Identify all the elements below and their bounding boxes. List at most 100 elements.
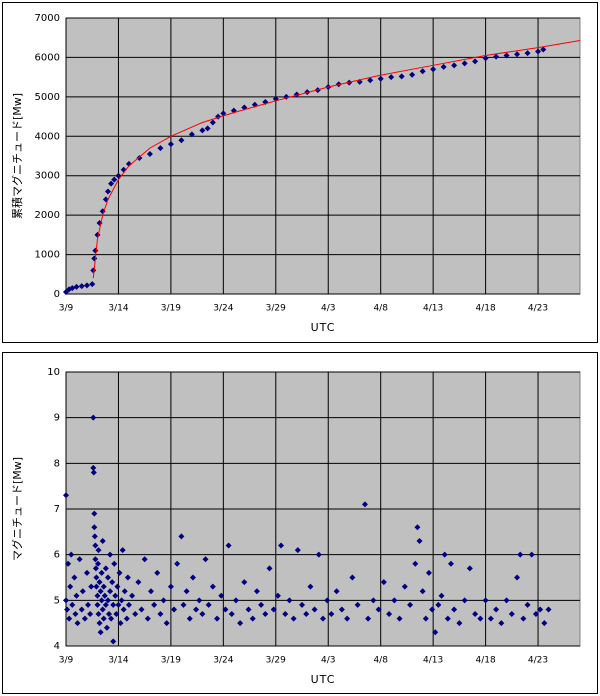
x-tick-label: 3/19 [161, 656, 181, 666]
data-point [338, 606, 345, 613]
data-point [290, 615, 297, 622]
data-point [67, 583, 74, 590]
data-point [103, 624, 110, 631]
data-point [209, 119, 216, 126]
data-point [286, 597, 293, 604]
data-point [493, 53, 500, 60]
data-point [429, 606, 436, 613]
data-point [101, 592, 108, 599]
data-point [315, 551, 322, 558]
data-point [391, 597, 398, 604]
data-point [365, 615, 372, 622]
x-tick-label: 3/29 [266, 656, 286, 666]
data-point [178, 137, 185, 144]
data-point [83, 569, 90, 576]
data-point [107, 588, 114, 595]
data-point [129, 592, 136, 599]
data-point [186, 615, 193, 622]
data-point [85, 601, 92, 608]
data-point [66, 615, 73, 622]
y-tick-label: 8 [54, 458, 60, 469]
data-point [461, 597, 468, 604]
data-point [528, 551, 535, 558]
data-point [112, 592, 119, 599]
data-point [95, 547, 102, 554]
data-point [441, 551, 448, 558]
data-point [83, 282, 90, 289]
data-point [503, 597, 510, 604]
data-point [64, 606, 71, 613]
data-point [76, 556, 83, 563]
data-point [222, 606, 229, 613]
data-point [73, 283, 80, 290]
data-point [535, 48, 542, 55]
data-point [545, 606, 552, 613]
data-point [278, 542, 285, 549]
data-point [503, 52, 510, 59]
y-tick-label: 7 [54, 504, 60, 515]
data-point [120, 606, 127, 613]
data-point [90, 469, 97, 476]
data-point [123, 615, 130, 622]
data-point [96, 620, 103, 627]
data-point [241, 579, 248, 586]
data-point [97, 629, 104, 636]
data-point [81, 615, 88, 622]
x-tick-label: 3/9 [59, 656, 74, 666]
data-point [262, 611, 269, 618]
x-tick-label: 4/18 [475, 656, 495, 666]
data-point [78, 283, 85, 290]
data-point [432, 629, 439, 636]
x-tick-label: 4/8 [373, 656, 388, 666]
data-point [196, 597, 203, 604]
data-point [91, 533, 98, 540]
data-point [171, 606, 178, 613]
data-point [425, 569, 432, 576]
data-point [125, 160, 132, 167]
data-point [110, 638, 117, 645]
data-point [537, 606, 544, 613]
data-point [274, 592, 281, 599]
data-point [482, 597, 489, 604]
y-tick-label: 10 [47, 367, 60, 378]
data-point [324, 597, 331, 604]
data-point [154, 569, 161, 576]
x-tick-label: 3/14 [108, 656, 128, 666]
data-point [138, 606, 145, 613]
y-tick-label: 4 [54, 641, 60, 652]
data-point [125, 601, 132, 608]
data-point [79, 588, 86, 595]
data-point [163, 620, 170, 627]
y-axis-label: 累積マグニチュード[Mw] [10, 93, 24, 219]
data-point [100, 615, 107, 622]
y-tick-label: 0 [54, 289, 60, 300]
y-tick-label: 1000 [35, 250, 60, 261]
data-point [141, 556, 148, 563]
data-point [69, 601, 76, 608]
data-point [451, 606, 458, 613]
data-point [135, 579, 142, 586]
data-point [87, 611, 94, 618]
data-point [116, 569, 123, 576]
data-point [91, 524, 98, 531]
data-point [91, 510, 98, 517]
data-point [109, 579, 116, 586]
data-point [237, 620, 244, 627]
y-tick-label: 5 [54, 595, 60, 606]
data-point [386, 611, 393, 618]
data-point [456, 620, 463, 627]
data-point [188, 131, 195, 138]
data-point [160, 597, 167, 604]
data-point [517, 551, 524, 558]
data-point [92, 565, 99, 572]
data-point [102, 565, 109, 572]
data-point [303, 611, 310, 618]
data-point [396, 615, 403, 622]
data-point [414, 524, 421, 531]
y-tick-label: 7000 [35, 13, 60, 24]
data-point [90, 414, 97, 421]
data-point [147, 588, 154, 595]
data-point [520, 615, 527, 622]
data-point [63, 597, 69, 604]
data-point [96, 579, 103, 586]
